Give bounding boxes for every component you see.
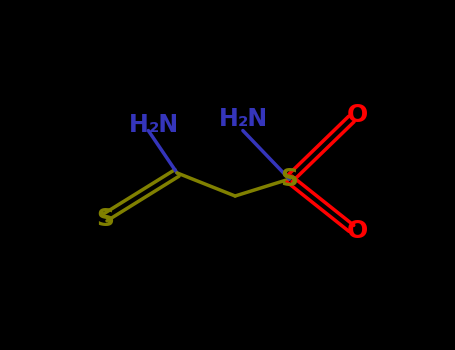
Text: O: O xyxy=(347,219,368,243)
Text: O: O xyxy=(347,103,368,127)
Text: S: S xyxy=(96,207,114,231)
Text: ₂N: ₂N xyxy=(238,107,268,131)
Text: S: S xyxy=(280,167,298,191)
Text: H: H xyxy=(218,107,238,131)
Text: H: H xyxy=(129,113,148,137)
Text: ₂N: ₂N xyxy=(148,113,178,137)
